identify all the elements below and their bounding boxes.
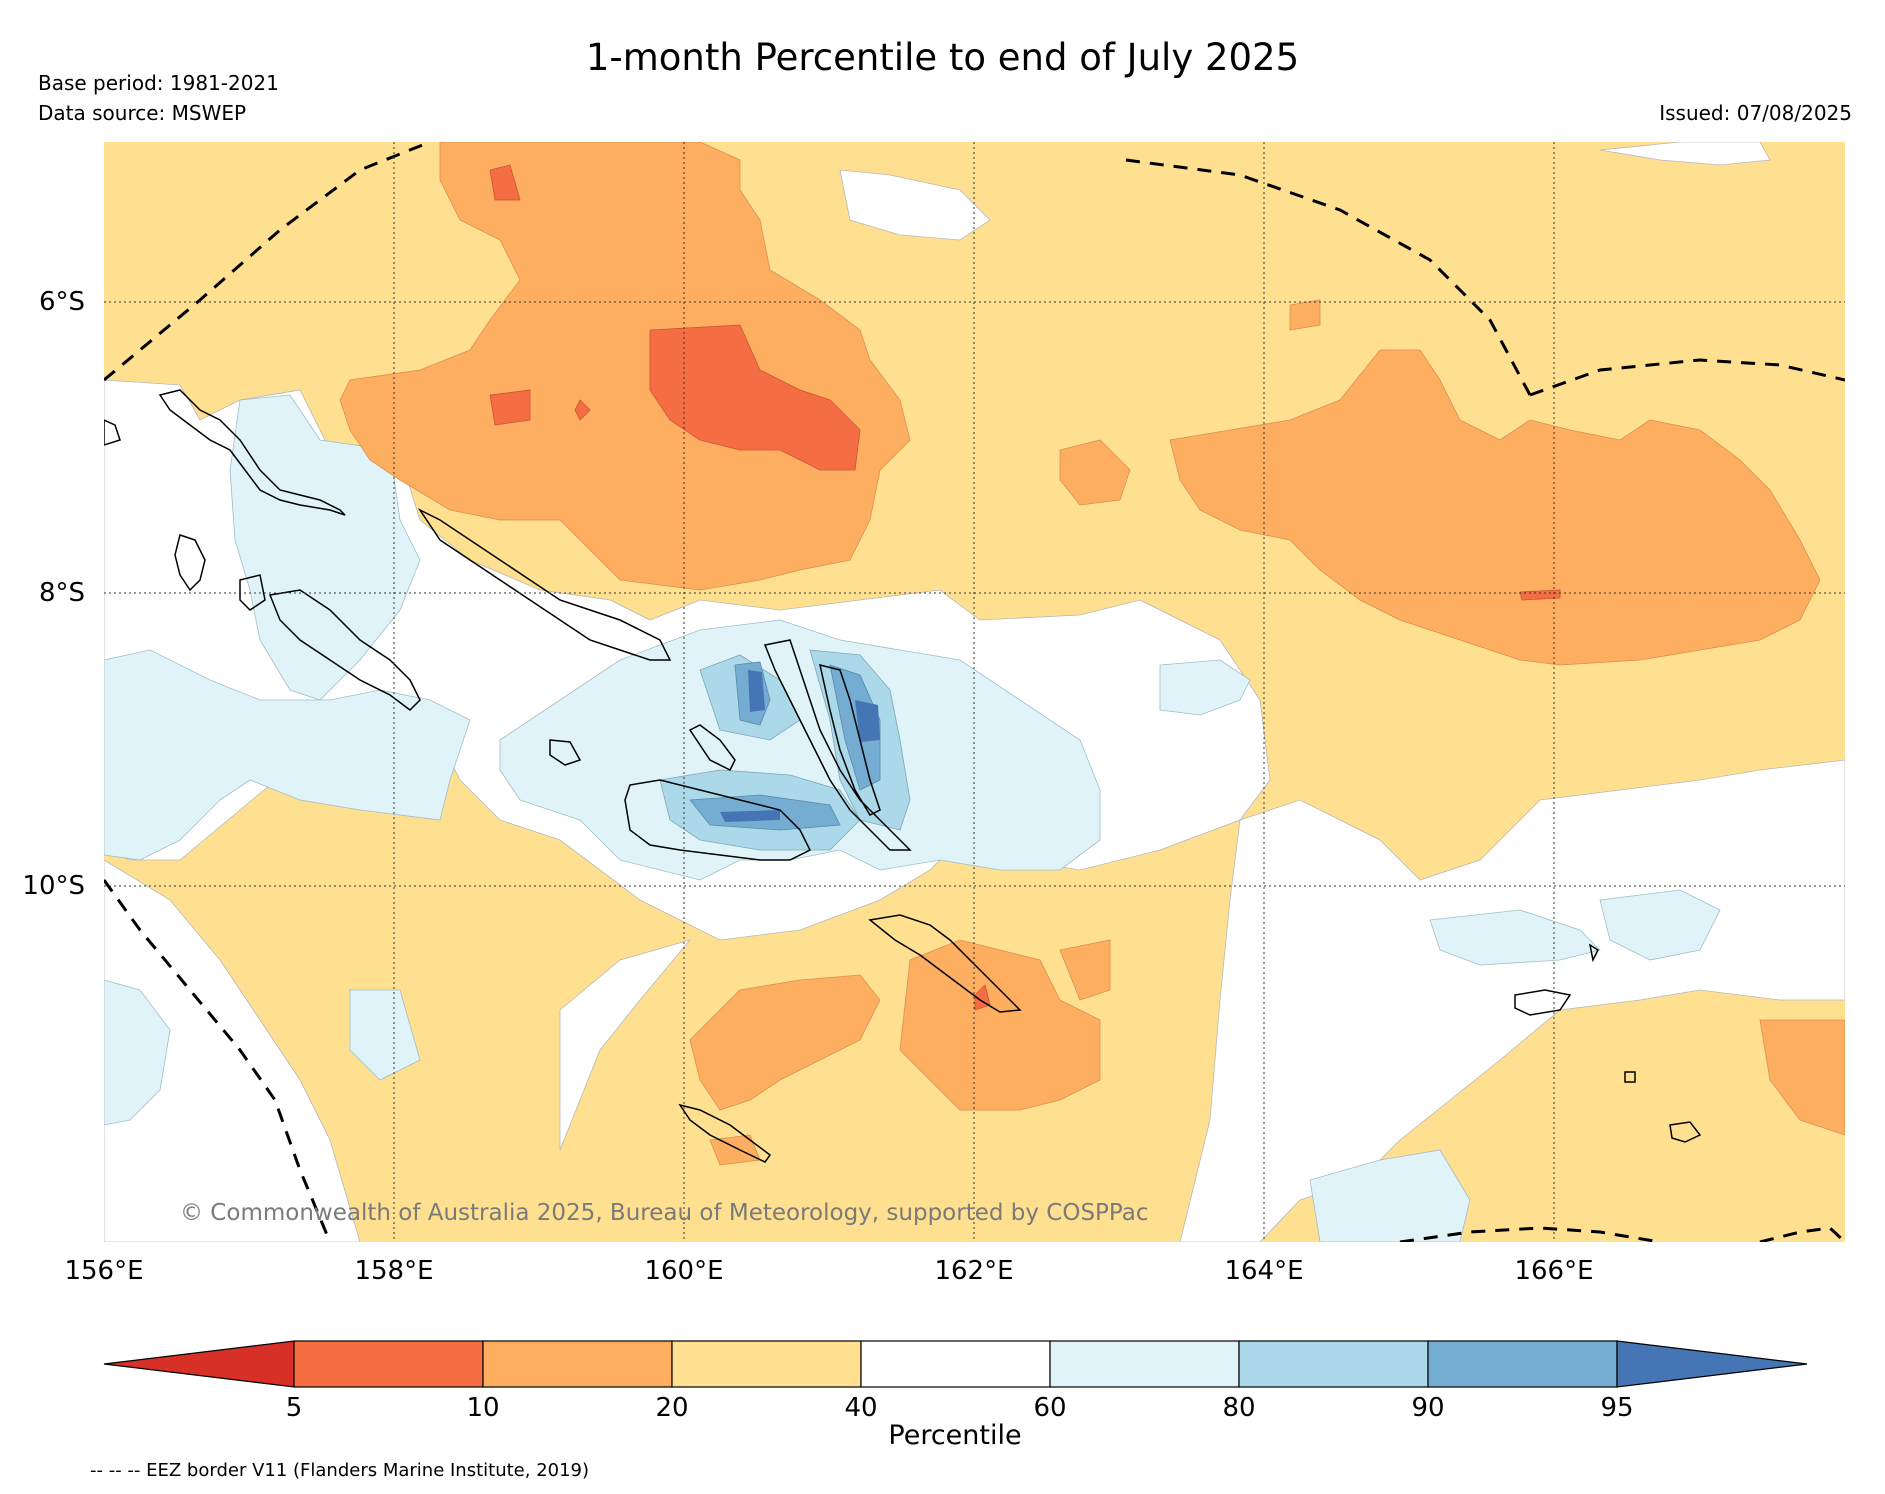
colorbar-seg-20-40 [671, 1340, 862, 1388]
colorbar-tick: 20 [655, 1393, 689, 1423]
graticule [104, 142, 1845, 1242]
eez-borders [104, 142, 1845, 1242]
colorbar-tick: 95 [1600, 1393, 1634, 1423]
band-60-80 [104, 394, 1721, 1242]
colorbar-tick: 10 [466, 1393, 500, 1423]
copyright-text: © Commonwealth of Australia 2025, Bureau… [180, 1200, 1149, 1226]
lon-label-164: 164°E [1224, 1256, 1304, 1286]
colorbar [103, 1340, 1808, 1388]
colorbar-low-extend [103, 1340, 295, 1388]
colorbar-tick: 5 [285, 1393, 303, 1423]
lon-label-162: 162°E [934, 1256, 1014, 1286]
colorbar-tick: 40 [844, 1393, 878, 1423]
coastlines [104, 389, 1702, 1163]
data-source-label: Data source: MSWEP [38, 101, 247, 125]
colorbar-tick: 90 [1411, 1393, 1445, 1423]
colorbar-seg-40-60 [860, 1340, 1051, 1388]
colorbar-seg-5-10 [293, 1340, 484, 1388]
lat-label-6s: 6°S [38, 287, 85, 317]
band-10-20 [339, 142, 1845, 1166]
lon-label-158: 158°E [354, 1256, 434, 1286]
eez-legend-note: -- -- -- EEZ border V11 (Flanders Marine… [90, 1460, 590, 1481]
lon-label-156: 156°E [64, 1256, 144, 1286]
band-95-plus [720, 670, 880, 822]
colorbar-high-extend [1616, 1340, 1808, 1388]
colorbar-label: Percentile [888, 1420, 1022, 1451]
colorbar-tick: 60 [1033, 1393, 1067, 1423]
colorbar-seg-10-20 [482, 1340, 673, 1388]
issued-date-label: Issued: 07/08/2025 [1659, 101, 1852, 125]
colorbar-seg-90-95 [1427, 1340, 1618, 1388]
lat-label-10s: 10°S [22, 871, 85, 901]
lon-label-166: 166°E [1514, 1256, 1594, 1286]
lon-label-160: 160°E [644, 1256, 724, 1286]
colorbar-seg-80-90 [1238, 1340, 1429, 1388]
base-period-label: Base period: 1981-2021 [38, 71, 279, 95]
map-title: 1-month Percentile to end of July 2025 [585, 36, 1300, 79]
colorbar-seg-60-80 [1049, 1340, 1240, 1388]
lat-label-8s: 8°S [38, 578, 85, 608]
percentile-map [104, 142, 1845, 1242]
colorbar-tick: 80 [1222, 1393, 1256, 1423]
